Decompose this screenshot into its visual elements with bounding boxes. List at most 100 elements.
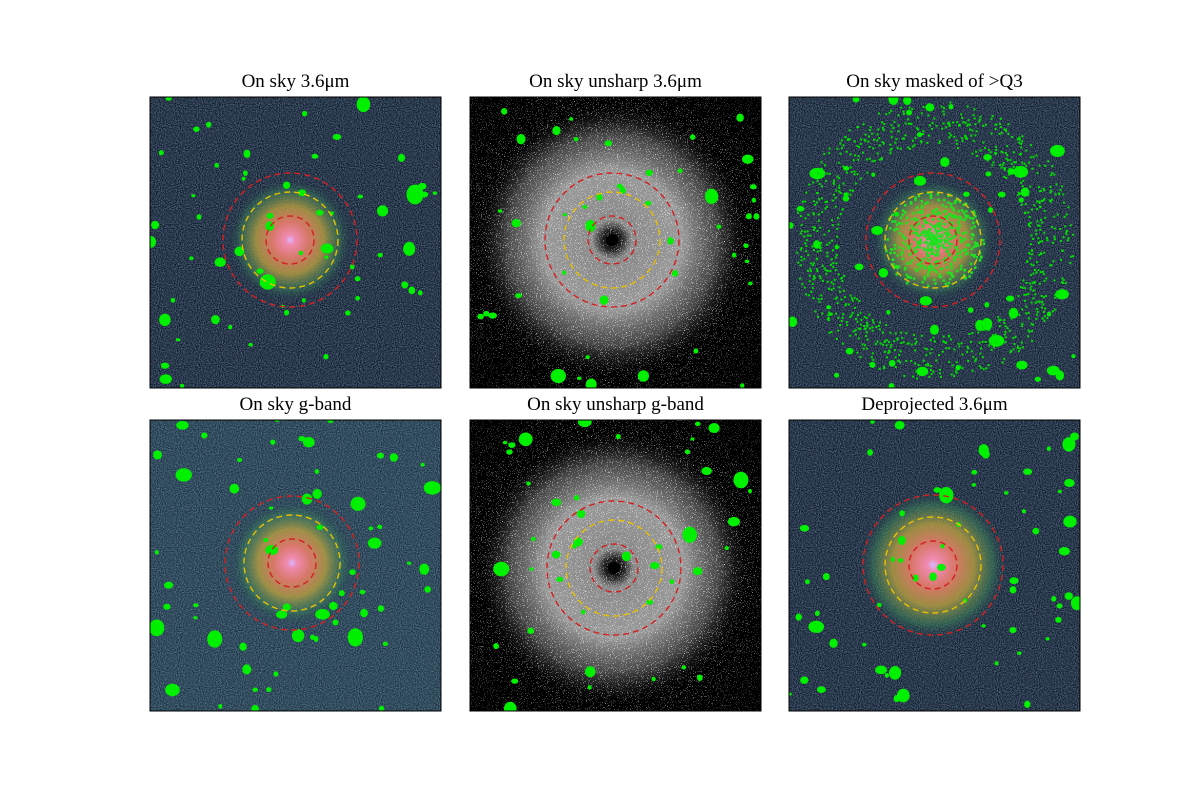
mask-pixel <box>978 259 982 262</box>
mask-blob <box>382 641 388 647</box>
mask-pixel <box>922 231 925 234</box>
mask-pixel <box>916 228 919 232</box>
mask-pixel <box>1040 295 1043 298</box>
mask-pixel <box>908 275 911 279</box>
mask-pixel <box>1051 165 1054 168</box>
mask-blob <box>645 200 652 206</box>
mask-pixel <box>830 219 833 222</box>
mask-pixel <box>965 243 969 247</box>
mask-blob <box>1023 468 1033 475</box>
mask-pixel <box>918 234 921 238</box>
mask-pixel <box>863 327 866 330</box>
mask-pixel <box>906 342 909 345</box>
mask-pixel <box>915 224 918 227</box>
mask-pixel <box>922 265 926 268</box>
mask-pixel <box>962 203 965 207</box>
mask-pixel <box>935 359 938 362</box>
mask-pixel <box>964 217 967 220</box>
mask-pixel <box>896 254 899 257</box>
mask-pixel <box>888 349 891 352</box>
mask-blob <box>529 567 534 571</box>
mask-pixel <box>849 334 852 337</box>
mask-pixel <box>1001 151 1004 154</box>
mask-pixel <box>926 201 929 204</box>
mask-pixel <box>1063 215 1066 218</box>
mask-pixel <box>1051 310 1054 313</box>
mask-pixel <box>861 343 864 346</box>
mask-pixel <box>816 172 819 175</box>
mask-blob <box>886 309 891 315</box>
mask-pixel <box>853 140 856 143</box>
mask-pixel <box>1040 306 1043 309</box>
mask-pixel <box>905 221 909 225</box>
mask-pixel <box>908 244 911 248</box>
mask-pixel <box>935 240 939 244</box>
mask-pixel <box>1040 218 1043 221</box>
mask-pixel <box>898 232 901 235</box>
mask-pixel <box>1044 164 1047 167</box>
mask-blob <box>667 237 674 245</box>
mask-pixel <box>845 195 848 198</box>
mask-blob <box>270 439 276 445</box>
mask-blob <box>207 630 223 648</box>
mask-blob <box>587 685 592 690</box>
mask-pixel <box>839 324 842 327</box>
mask-pixel <box>850 314 853 317</box>
mask-pixel <box>878 158 881 161</box>
mask-pixel <box>860 318 863 321</box>
mask-pixel <box>1028 161 1031 164</box>
mask-pixel <box>979 352 982 355</box>
mask-pixel <box>1018 141 1021 144</box>
mask-pixel <box>942 340 945 343</box>
mask-pixel <box>1043 197 1046 200</box>
mask-pixel <box>805 245 808 248</box>
mask-pixel <box>944 282 948 286</box>
mask-blob <box>211 315 220 325</box>
mask-pixel <box>1050 225 1053 228</box>
mask-pixel <box>1035 229 1038 232</box>
mask-blob <box>1009 626 1017 634</box>
mask-pixel <box>1020 341 1023 344</box>
mask-pixel <box>1009 349 1012 352</box>
mask-pixel <box>1050 174 1053 177</box>
mask-pixel <box>950 213 954 217</box>
mask-blob <box>888 97 899 105</box>
mask-blob <box>315 609 330 620</box>
mask-blob <box>599 295 609 305</box>
mask-pixel <box>1003 357 1006 360</box>
mask-blob <box>252 687 259 692</box>
mask-pixel <box>919 233 922 237</box>
mask-pixel <box>807 254 810 257</box>
mask-pixel <box>965 136 968 139</box>
mask-blob <box>236 458 243 463</box>
mask-pixel <box>862 123 865 126</box>
mask-pixel <box>927 114 930 117</box>
image-panel <box>150 420 441 711</box>
mask-pixel <box>859 311 862 314</box>
mask-pixel <box>913 333 916 336</box>
mask-pixel <box>1049 185 1052 188</box>
mask-pixel <box>946 240 949 243</box>
mask-blob <box>243 170 248 176</box>
mask-pixel <box>907 146 910 149</box>
mask-pixel <box>832 183 835 186</box>
mask-pixel <box>912 231 916 235</box>
mask-blob <box>814 610 820 617</box>
mask-pixel <box>1042 270 1045 273</box>
mask-pixel <box>1054 308 1057 311</box>
mask-pixel <box>805 250 808 253</box>
mask-blob <box>615 433 621 440</box>
panel-title: On sky unsharp g-band <box>527 394 704 415</box>
mask-pixel <box>972 245 976 248</box>
mask-pixel <box>921 280 924 284</box>
mask-pixel <box>896 146 899 149</box>
mask-pixel <box>911 139 914 142</box>
mask-pixel <box>812 226 815 229</box>
mask-pixel <box>1030 322 1033 325</box>
mask-pixel <box>797 211 800 214</box>
mask-pixel <box>890 130 893 133</box>
mask-pixel <box>883 340 886 343</box>
mask-pixel <box>954 370 957 373</box>
mask-pixel <box>949 277 952 281</box>
mask-pixel <box>804 242 807 245</box>
